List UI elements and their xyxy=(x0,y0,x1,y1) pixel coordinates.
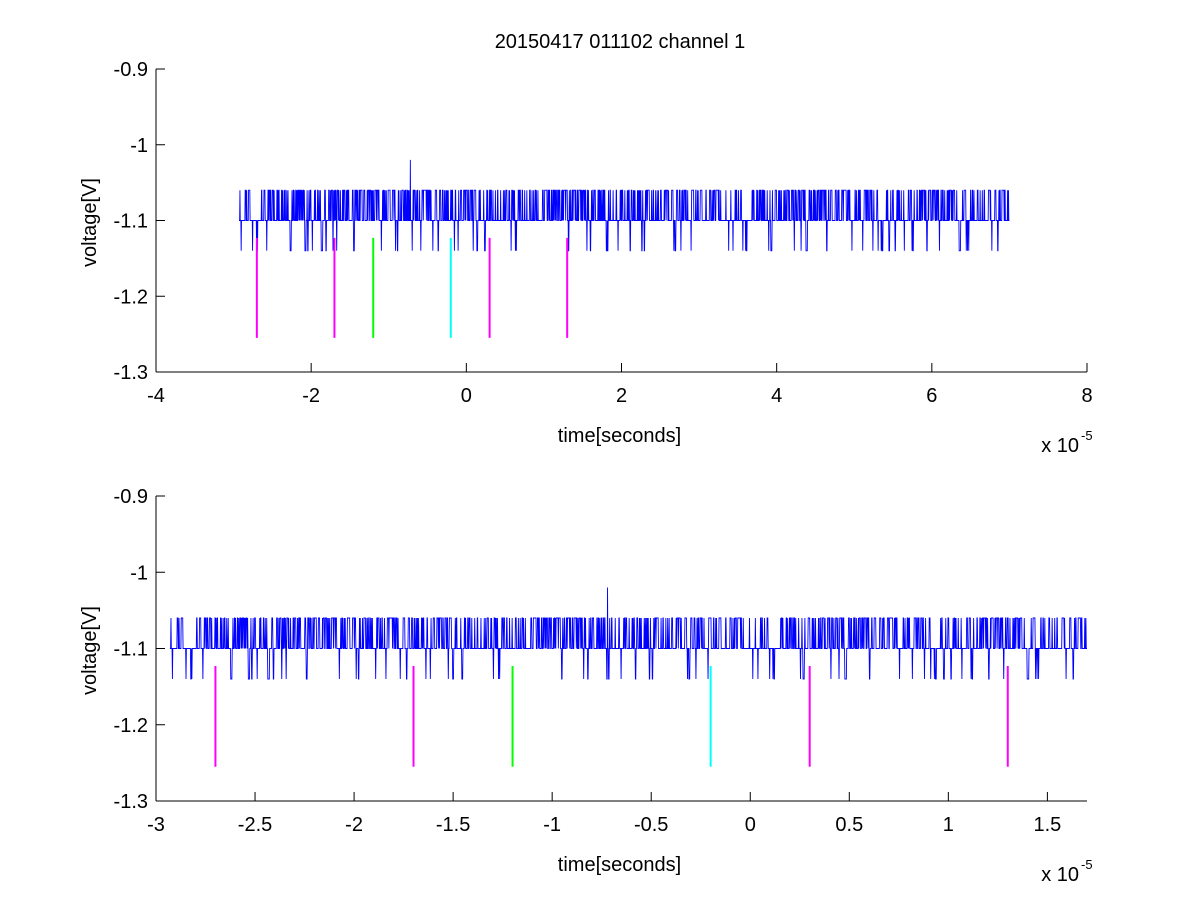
signal-trace xyxy=(239,159,1010,252)
x-exponent-value: -5 xyxy=(1081,428,1093,443)
y-tick-label: -1 xyxy=(130,135,148,157)
x-tick-label: 8 xyxy=(1081,385,1092,407)
top-plot: -4 -2 0 2 4 6 8 -0.9 -1 -1.1 -1.2 -1.3 time[seconds]… xyxy=(79,59,1093,457)
signal-trace xyxy=(169,587,1087,680)
x-tick-label: 0 xyxy=(461,385,472,407)
x-tick-label: -4 xyxy=(147,385,165,407)
y-tick-label: -1.1 xyxy=(114,639,148,661)
x-tick-label: -2 xyxy=(345,814,363,836)
x-tick-label: -2.5 xyxy=(238,814,272,836)
y-tick-label: -1.3 xyxy=(114,791,148,813)
x-tick-label: -3 xyxy=(147,814,165,836)
x-axis-label: time[seconds] xyxy=(558,854,681,876)
x-tick-label: 2 xyxy=(616,385,627,407)
y-tick-label: -1 xyxy=(130,562,148,584)
x-tick-label: 6 xyxy=(926,385,937,407)
y-tick-label: -1.2 xyxy=(114,286,148,308)
y-tick-label: -1.1 xyxy=(114,211,148,233)
y-axis-label: voltage[V] xyxy=(79,606,101,695)
x-axis-label: time[seconds] xyxy=(558,425,681,447)
bottom-plot: -3 -2.5 -2 -1.5 -1 -0.5 0 0.5 1 1.5 -0.9 -1 -1.1 -1.2… xyxy=(79,486,1093,886)
x-tick-label: -1.5 xyxy=(436,814,470,836)
x-exponent-value: -5 xyxy=(1081,857,1093,872)
x-tick-label: -1 xyxy=(543,814,561,836)
y-tick-label: -1.3 xyxy=(114,362,148,384)
x-tick-label: 0.5 xyxy=(835,814,863,836)
y-tick-label: -0.9 xyxy=(114,59,148,81)
figure-title: 20150417 011102 channel 1 xyxy=(495,31,746,53)
x-tick-label: 1.5 xyxy=(1033,814,1061,836)
x-tick-label: 4 xyxy=(771,385,782,407)
x-exponent-label: x 10 xyxy=(1041,864,1079,886)
x-exponent-label: x 10 xyxy=(1041,435,1079,457)
y-tick-label: -0.9 xyxy=(114,486,148,508)
y-tick-label: -1.2 xyxy=(114,715,148,737)
y-axis-label: voltage[V] xyxy=(79,178,101,267)
x-tick-label: 0 xyxy=(745,814,756,836)
x-tick-label: -2 xyxy=(302,385,320,407)
x-tick-label: 1 xyxy=(943,814,954,836)
x-tick-label: -0.5 xyxy=(634,814,668,836)
